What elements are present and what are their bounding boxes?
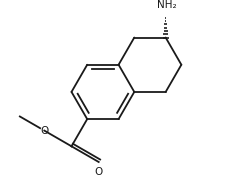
Text: NH₂: NH₂ <box>157 0 176 10</box>
Text: O: O <box>94 167 103 177</box>
Text: O: O <box>40 126 48 136</box>
